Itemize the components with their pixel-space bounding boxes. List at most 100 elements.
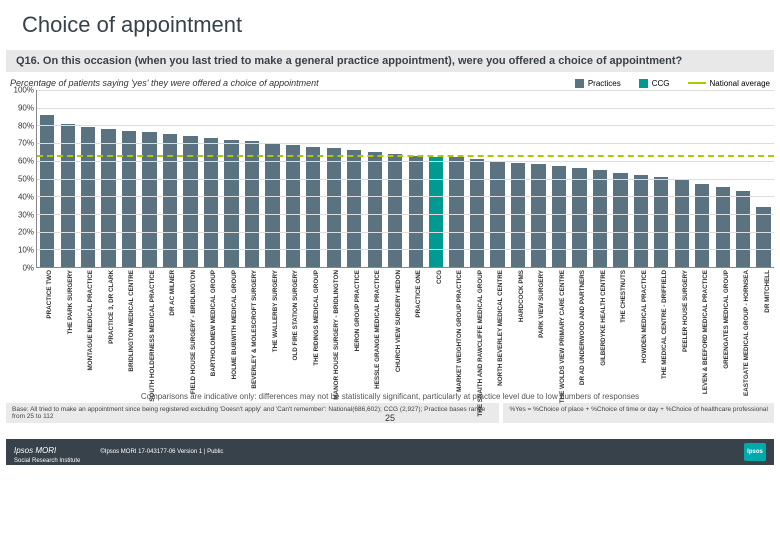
practice-bar (122, 131, 136, 267)
legend-national-swatch (688, 82, 706, 84)
plot-area (36, 90, 774, 268)
x-label-slot: GILBERDYKE HEALTH CENTRE (590, 268, 611, 388)
gridline (37, 179, 774, 180)
practice-bar (449, 157, 463, 267)
x-label: MONTAGUE MEDICAL PRACTICE (87, 270, 94, 371)
legend-ccg-label: CCG (652, 79, 670, 88)
comparison-footnote: Comparisons are indicative only: differe… (10, 392, 770, 401)
x-label: HERON GROUP PRACTICE (354, 270, 361, 351)
ipsos-mori-brand: Ipsos MORI Social Research Institute (14, 440, 80, 464)
y-tick: 30% (18, 210, 34, 219)
y-axis: 0%10%20%30%40%50%60%70%80%90%100% (6, 90, 36, 268)
y-tick: 100% (14, 86, 34, 95)
x-label: SOUTH HOLDERNESS MEDICAL PRACTICE (149, 270, 156, 402)
x-label: PRACTICE ONE (415, 270, 422, 318)
practice-bar (716, 187, 730, 267)
chart-header-row: Percentage of patients saying 'yes' they… (0, 72, 780, 90)
chart-description: Percentage of patients saying 'yes' they… (10, 78, 575, 88)
x-label-slot: PRACTICE TWO (36, 268, 57, 388)
practice-bar (675, 180, 689, 267)
x-label: CHURCH VIEW SURGERY HEDON (395, 270, 402, 372)
x-label-slot: CCG (426, 268, 447, 388)
x-label-slot: THE WALLERBY SURGERY (262, 268, 283, 388)
x-label-slot: FIELD HOUSE SURGERY - BRIDLINGTON (180, 268, 201, 388)
x-label: OLD FIRE STATION SURGERY (292, 270, 299, 361)
practice-bar (736, 191, 750, 267)
x-label-slot: OLD FIRE STATION SURGERY (282, 268, 303, 388)
x-label: DR AD UNDERWOOD AND PARTNERS (579, 270, 586, 385)
x-label: NORTH BEVERLEY MEDICAL CENTRE (497, 270, 504, 386)
x-label-slot: NORTH BEVERLEY MEDICAL CENTRE (487, 268, 508, 388)
legend: Practices CCG National average (575, 79, 770, 88)
practice-bar (634, 175, 648, 267)
legend-practices-swatch (575, 79, 584, 88)
national-line (37, 155, 774, 157)
x-label-slot: SOUTH HOLDERNESS MEDICAL PRACTICE (139, 268, 160, 388)
gridline (37, 125, 774, 126)
x-label-slot: HOWDEN MEDICAL PRACTICE (631, 268, 652, 388)
x-label: MANOR HOUSE SURGERY - BRIDLINGTON (333, 270, 340, 400)
practice-bar (552, 166, 566, 267)
ipsos-logo: Ipsos (744, 443, 766, 461)
practice-bar (224, 140, 238, 267)
practice-bar (593, 170, 607, 267)
x-label: FIELD HOUSE SURGERY - BRIDLINGTON (190, 270, 197, 394)
y-tick: 50% (18, 175, 34, 184)
x-label: EASTGATE MEDICAL GROUP - HORNSEA (743, 270, 750, 396)
y-tick: 10% (18, 246, 34, 255)
x-label: DR AC MILNER (169, 270, 176, 316)
gridline (37, 232, 774, 233)
y-tick: 80% (18, 121, 34, 130)
practice-bar (531, 164, 545, 267)
x-label: MARKET WEIGHTON GROUP PRACTICE (456, 270, 463, 392)
x-label: DR MITCHELL (764, 270, 771, 313)
practice-bar (142, 132, 156, 267)
x-label: BARTHOLOMEW MEDICAL GROUP (210, 270, 217, 376)
x-label-slot: BEVERLEY & MOLESCROFT SURGERY (241, 268, 262, 388)
y-tick: 70% (18, 139, 34, 148)
x-label-slot: HARDCOCK PMS (508, 268, 529, 388)
x-label: HOLME BUBWITH MEDICAL GROUP (231, 270, 238, 379)
x-label: THE WALLERBY SURGERY (272, 270, 279, 352)
x-label-slot: PRACTICE ONE (405, 268, 426, 388)
y-tick: 90% (18, 103, 34, 112)
y-tick: 60% (18, 157, 34, 166)
practice-bar (613, 173, 627, 267)
x-label: PARK VIEW SURGERY (538, 270, 545, 338)
x-label: HARDCOCK PMS (518, 270, 525, 322)
x-label-slot: MONTAGUE MEDICAL PRACTICE (77, 268, 98, 388)
x-label-slot: PRACTICE 3, DR CLARK (98, 268, 119, 388)
x-label-slot: HERON GROUP PRACTICE (344, 268, 365, 388)
x-label: PEELER HOUSE SURGERY (682, 270, 689, 352)
ccg-bar (429, 157, 443, 267)
x-label: GREENGATES MEDICAL GROUP (723, 270, 730, 369)
x-label: HESSLE GRANGE MEDICAL PRACTICE (374, 270, 381, 389)
practice-bar (101, 129, 115, 267)
x-label-slot: EASTGATE MEDICAL GROUP - HORNSEA (733, 268, 754, 388)
mori-subtext: Social Research Institute (14, 458, 80, 464)
x-label-slot: THE PARK SURGERY (57, 268, 78, 388)
x-label-slot: MANOR HOUSE SURGERY - BRIDLINGTON (323, 268, 344, 388)
x-label: PRACTICE TWO (46, 270, 53, 319)
x-label-slot: PEELER HOUSE SURGERY (672, 268, 693, 388)
x-label-slot: DR MITCHELL (754, 268, 775, 388)
x-label-slot: THE SNAITH AND RAWCLIFFE MEDICAL GROUP (467, 268, 488, 388)
legend-national: National average (688, 79, 770, 88)
x-label-slot: THE RIDINGS MEDICAL GROUP (303, 268, 324, 388)
x-label: THE RIDINGS MEDICAL GROUP (313, 270, 320, 366)
x-label: BRIDLINGTON MEDICAL CENTRE (128, 270, 135, 372)
gridline (37, 161, 774, 162)
x-label-slot: THE CHESTNUTS (610, 268, 631, 388)
bottom-bar: Ipsos MORI Social Research Institute ©Ip… (6, 439, 774, 465)
x-label-slot: PARK VIEW SURGERY (528, 268, 549, 388)
gridline (37, 196, 774, 197)
legend-practices: Practices (575, 79, 621, 88)
y-tick: 20% (18, 228, 34, 237)
x-label-slot: DR AC MILNER (159, 268, 180, 388)
x-label: LEVEN & BEEFORD MEDICAL PRACTICE (702, 270, 709, 394)
x-axis-labels: PRACTICE TWO THE PARK SURGERY MONTAGUE MED… (36, 268, 774, 388)
x-label-slot: THE WOLDS VIEW PRIMARY CARE CENTRE (549, 268, 570, 388)
chart-area: 0%10%20%30%40%50%60%70%80%90%100% PRACTI… (6, 90, 774, 388)
question-text: Q16. On this occasion (when you last tri… (16, 55, 764, 67)
x-label-slot: CHURCH VIEW SURGERY HEDON (385, 268, 406, 388)
